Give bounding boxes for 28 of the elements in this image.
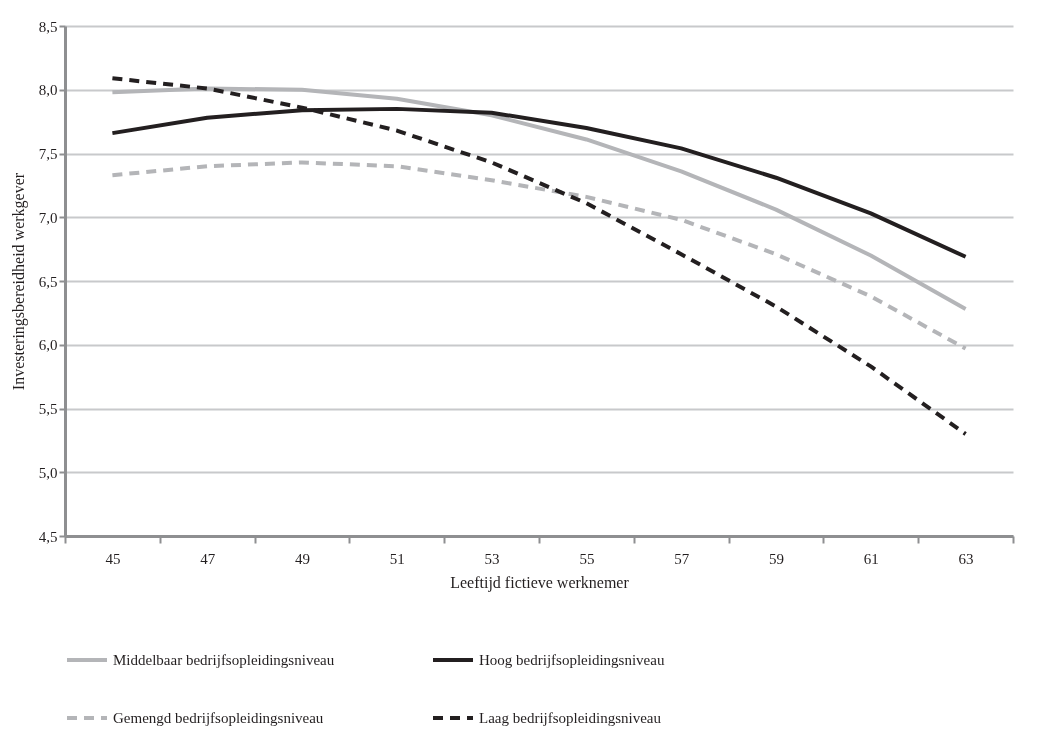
x-tick-label: 57 (674, 550, 690, 567)
x-tick-label: 53 (484, 550, 500, 567)
y-tick-label: 8,5 (38, 18, 58, 35)
legend-label: Hoog bedrijfsopleidingsniveau (479, 652, 665, 668)
line-series (110, 76, 968, 436)
y-tick-label: 7,0 (38, 209, 58, 226)
x-tick-label: 47 (200, 550, 216, 567)
legend-label: Middelbaar bedrijfsopleidingsniveau (113, 652, 335, 668)
legend-label: Gemengd bedrijfsopleidingsniveau (113, 710, 324, 726)
x-tick-label: 51 (389, 550, 405, 567)
y-tick-label: 8,0 (38, 82, 58, 99)
x-tick-label: 63 (958, 550, 974, 567)
y-tick-label: 5,5 (38, 401, 58, 417)
y-tick-label: 6,5 (38, 273, 58, 290)
y-tick-label: 6,0 (38, 337, 58, 354)
x-axis-title: Leeftijd fictieve werknemer (450, 573, 630, 592)
x-tick-label: 59 (769, 550, 784, 567)
y-axis-title: Investeringsbereidheid werkgever (9, 172, 28, 391)
y-tick-label: 5,0 (38, 464, 58, 481)
x-tick-label: 45 (105, 550, 121, 567)
x-tick-label: 49 (295, 550, 310, 567)
y-tick-label: 4,5 (38, 528, 58, 545)
line-series (110, 160, 968, 351)
y-tick-label: 7,5 (38, 146, 58, 162)
x-tick-label: 55 (579, 550, 595, 567)
line-series (110, 86, 968, 312)
legend-label: Laag bedrijfsopleidingsniveau (479, 710, 662, 726)
x-tick-label: 61 (863, 550, 879, 567)
